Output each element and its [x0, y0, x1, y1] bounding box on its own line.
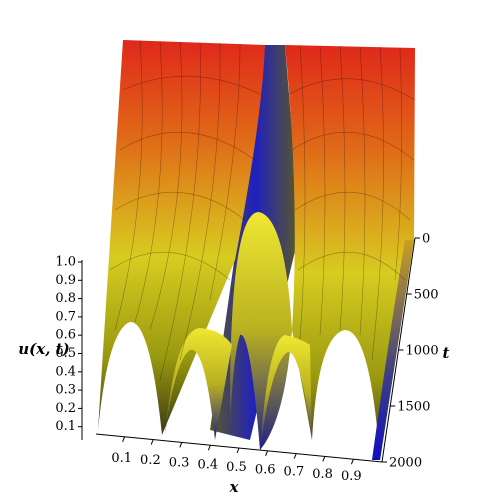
x-tick	[236, 447, 240, 454]
z-tick-label: 0.6	[55, 328, 76, 343]
x-tick-label: 0.5	[226, 460, 247, 475]
x-tick	[322, 456, 326, 462]
z-tick-label: 1.0	[55, 255, 76, 270]
x-tick	[350, 459, 354, 465]
x-tick-label: 0.3	[169, 455, 190, 470]
z-tick-label: 0.3	[55, 383, 76, 398]
z-axis-label: u(x, t)	[18, 340, 69, 358]
x-axis-label: x	[229, 478, 240, 496]
x-tick-label: 0.4	[197, 458, 218, 473]
t-axis-label: t	[443, 344, 450, 362]
z-tick-label: 0.9	[55, 273, 76, 288]
x-tick-label: 0.9	[341, 469, 362, 484]
t-tick-label: 500	[414, 288, 439, 303]
x-tick-label: 0.2	[140, 453, 161, 468]
x-tick	[265, 450, 269, 456]
z-tick-label: 0.4	[55, 364, 76, 379]
x-tick-label: 0.6	[255, 462, 276, 477]
x-tick	[150, 439, 154, 445]
t-tick-label: 1000	[406, 344, 439, 359]
z-tick-label: 0.1	[55, 419, 76, 434]
x-tick-label: 0.8	[312, 467, 333, 482]
t-tick-label: 0	[422, 232, 430, 247]
surface	[98, 39, 416, 460]
x-tick-label: 0.7	[284, 465, 305, 480]
z-tick-label: 0.2	[55, 401, 76, 416]
t-tick-label: 2000	[389, 456, 422, 471]
x-tick	[122, 436, 126, 442]
z-tick-label: 0.8	[55, 291, 76, 306]
x-tick	[207, 445, 211, 451]
x-tick	[179, 442, 183, 448]
z-tick-label: 0.7	[55, 309, 76, 324]
x-tick	[293, 453, 297, 459]
z-tick-label: 0.5	[55, 346, 76, 361]
x-tick-label: 0.1	[111, 451, 132, 466]
t-tick-label: 1500	[397, 400, 430, 415]
